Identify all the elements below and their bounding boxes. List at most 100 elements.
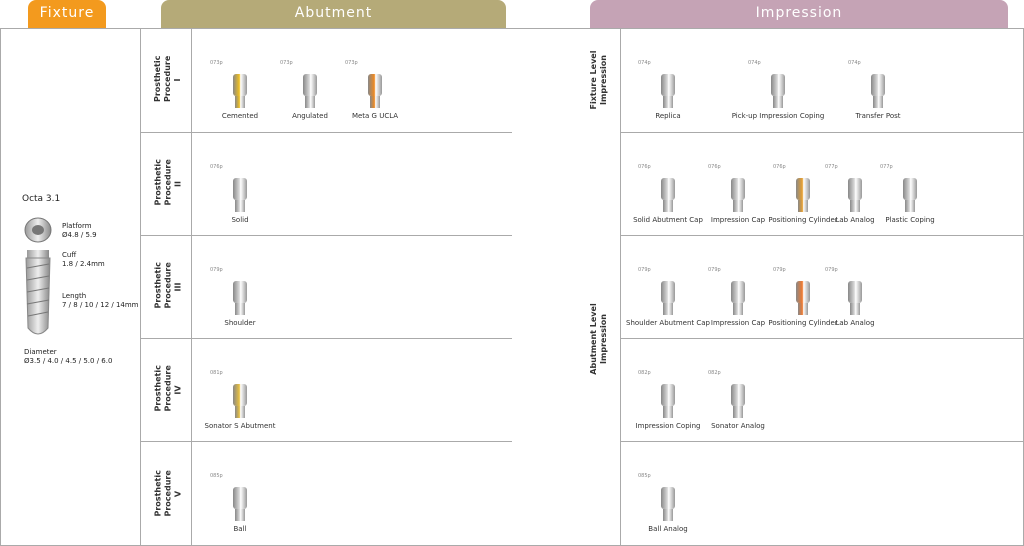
- part-name: Cemented: [221, 112, 259, 120]
- divider: [191, 28, 192, 546]
- part-icon: [233, 74, 247, 108]
- part: 085p Ball Analog: [638, 473, 698, 546]
- part-name: Lab Analog: [835, 216, 875, 224]
- part: 077p Plastic Coping: [880, 164, 940, 244]
- part: 079p Positioning Cylinder: [768, 267, 837, 347]
- row-line: [620, 441, 1024, 442]
- cuff-value: 1.8 / 2.4mm: [62, 260, 105, 268]
- diameter-label: Diameter: [24, 348, 57, 356]
- length-value: 7 / 8 / 10 / 12 / 14mm: [62, 301, 139, 309]
- part-icon: [771, 74, 785, 108]
- page-ref: 077p: [880, 164, 893, 170]
- part: 074p Transfer Post: [848, 60, 908, 140]
- part: 076p Solid Abutment Cap: [633, 164, 703, 244]
- diameter-value: Ø3.5 / 4.0 / 4.5 / 5.0 / 6.0: [24, 357, 113, 365]
- level-label: Fixture Level Impression: [589, 50, 608, 110]
- part: 074p Replica: [638, 60, 698, 140]
- page-ref: 073p: [280, 60, 293, 66]
- part-name: Ball: [233, 525, 247, 533]
- page-ref: 076p: [210, 164, 223, 170]
- row-line: [140, 132, 512, 133]
- procedure-label: Prosthetic Procedure IV: [153, 364, 182, 411]
- part-name: Shoulder: [224, 319, 256, 327]
- page-ref: 079p: [825, 267, 838, 273]
- part-icon: [661, 281, 675, 315]
- length-label: Length: [62, 292, 87, 300]
- part-name: Sonator Analog: [711, 422, 765, 430]
- part-icon: [661, 384, 675, 418]
- part-name: Shoulder Abutment Cap: [626, 319, 710, 327]
- part: 082p Sonator Analog: [708, 370, 768, 450]
- part-name: Impression Cap: [710, 216, 766, 224]
- part-icon: [368, 74, 382, 108]
- part-icon: [796, 178, 810, 212]
- part: 082p Impression Coping: [636, 370, 701, 450]
- part: 079p Impression Cap: [708, 267, 768, 347]
- part: 076p Impression Cap: [708, 164, 768, 244]
- part-icon: [796, 281, 810, 315]
- level-label: Abutment Level Impression: [589, 303, 608, 375]
- part-icon: [661, 178, 675, 212]
- page-ref: 074p: [848, 60, 861, 66]
- part-name: Plastic Coping: [885, 216, 935, 224]
- page-ref: 085p: [638, 473, 651, 479]
- part: 076p Solid: [210, 164, 270, 244]
- page-ref: 079p: [638, 267, 651, 273]
- part-icon: [731, 178, 745, 212]
- part-icon: [661, 487, 675, 521]
- part: 079p Lab Analog: [825, 267, 885, 347]
- page-ref: 079p: [708, 267, 721, 273]
- part-name: Angulated: [292, 112, 328, 120]
- part-name: Transfer Post: [855, 112, 901, 120]
- impression-tab: Impression: [590, 0, 1008, 28]
- row-line: [140, 338, 512, 339]
- row-line: [140, 441, 512, 442]
- row-line: [140, 235, 512, 236]
- page-ref: 074p: [638, 60, 651, 66]
- part: 073p Meta G UCLA: [345, 60, 405, 140]
- part-icon: [848, 281, 862, 315]
- part: 074p Pick-up Impression Coping: [732, 60, 825, 140]
- part-icon: [233, 281, 247, 315]
- part: 081p Sonator S Abutment: [205, 370, 276, 450]
- part: 073p Angulated: [280, 60, 340, 140]
- part-name: Solid: [231, 216, 249, 224]
- part: 085p Ball: [210, 473, 270, 546]
- procedure-label: Prosthetic Procedure II: [153, 158, 182, 205]
- platform-value: Ø4.8 / 5.9: [62, 231, 97, 239]
- part-icon: [731, 384, 745, 418]
- platform-label: Platform: [62, 222, 92, 230]
- page-ref: 079p: [773, 267, 786, 273]
- page-ref: 076p: [638, 164, 651, 170]
- page-ref: 085p: [210, 473, 223, 479]
- fixture-tab: Fixture: [28, 0, 106, 28]
- procedure-label: Prosthetic Procedure V: [153, 469, 182, 516]
- part-icon: [903, 178, 917, 212]
- procedure-label: Prosthetic Procedure I: [153, 55, 182, 102]
- part-icon: [871, 74, 885, 108]
- part-name: Replica: [655, 112, 681, 120]
- part-icon: [303, 74, 317, 108]
- page-ref: 076p: [773, 164, 786, 170]
- fixture-drawing: [24, 217, 52, 335]
- divider: [620, 28, 621, 546]
- part-icon: [233, 487, 247, 521]
- part-name: Sonator S Abutment: [204, 422, 276, 430]
- part-name: Positioning Cylinder: [768, 216, 838, 224]
- part: 077p Lab Analog: [825, 164, 885, 244]
- row-line: [620, 235, 1024, 236]
- page-ref: 079p: [210, 267, 223, 273]
- row-line: [620, 338, 1024, 339]
- cuff-label: Cuff: [62, 251, 77, 259]
- page-ref: 073p: [345, 60, 358, 66]
- part: 076p Positioning Cylinder: [768, 164, 837, 244]
- part: 079p Shoulder Abutment Cap: [626, 267, 710, 347]
- part: 079p Shoulder: [210, 267, 270, 347]
- part-icon: [661, 74, 675, 108]
- part-name: Solid Abutment Cap: [633, 216, 703, 224]
- part-name: Pick-up Impression Coping: [731, 112, 825, 120]
- procedure-label: Prosthetic Procedure III: [153, 261, 182, 308]
- divider: [140, 28, 141, 546]
- fixture-name: Octa 3.1: [22, 194, 61, 204]
